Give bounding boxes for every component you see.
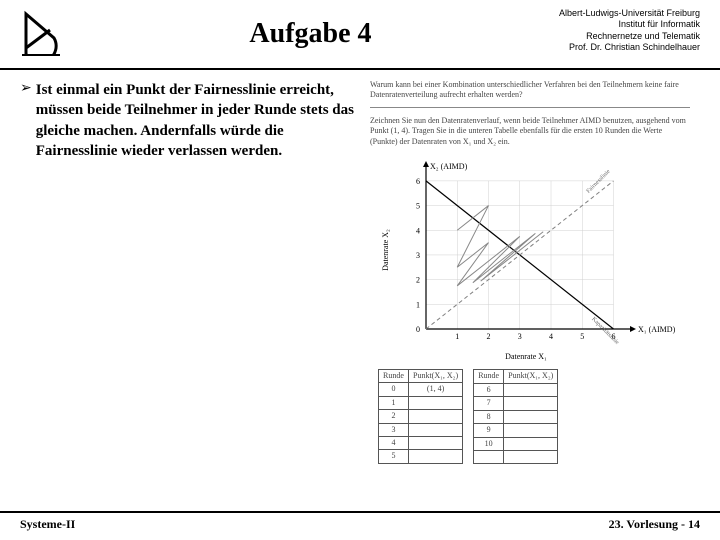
table-cell: [504, 451, 558, 463]
svg-text:4: 4: [416, 226, 420, 235]
affil-line: Institut für Informatik: [559, 19, 700, 30]
question-text-1: Warum kann bei einer Kombination untersc…: [370, 80, 690, 101]
svg-text:2: 2: [416, 276, 420, 285]
table-cell: 7: [474, 397, 504, 411]
svg-text:5: 5: [580, 332, 584, 341]
table-row: 2: [379, 410, 463, 423]
svg-text:2: 2: [487, 332, 491, 341]
table-cell: [409, 423, 463, 436]
table-row: 10: [474, 437, 558, 451]
table-row: 0(1, 4): [379, 383, 463, 396]
bullet-item: ➢ Ist einmal ein Punkt der Fairnesslinie…: [20, 80, 360, 161]
table-cell: 5: [379, 450, 409, 463]
table-row: [474, 451, 558, 463]
table-cell: 3: [379, 423, 409, 436]
chevron-right-icon: ➢: [20, 80, 32, 98]
question-text-2: Zeichnen Sie nun den Datenratenverlauf, …: [370, 116, 690, 147]
svg-text:Kapazitätslinie: Kapazitätslinie: [590, 316, 620, 346]
table-cell: 8: [474, 410, 504, 424]
table-header: Punkt(X₁, X₂): [409, 369, 463, 382]
svg-text:1: 1: [416, 300, 420, 309]
svg-text:6: 6: [416, 177, 420, 186]
affil-line: Albert-Ludwigs-Universität Freiburg: [559, 8, 700, 19]
table-row: 5: [379, 450, 463, 463]
table-row: 7: [474, 397, 558, 411]
table-cell: [409, 436, 463, 449]
uni-logo: [20, 8, 62, 56]
svg-text:0: 0: [416, 325, 420, 334]
title-wrap: Aufgabe 4: [62, 8, 559, 50]
svg-text:3: 3: [416, 251, 420, 260]
table-cell: [409, 396, 463, 409]
table-cell: 1: [379, 396, 409, 409]
table-header: Runde: [474, 369, 504, 383]
table-cell: 2: [379, 410, 409, 423]
table-cell: 0: [379, 383, 409, 396]
table-cell: [409, 410, 463, 423]
affiliation: Albert-Ludwigs-Universität Freiburg Inst…: [559, 8, 700, 53]
table-cell: 6: [474, 383, 504, 397]
header: Aufgabe 4 Albert-Ludwigs-Universität Fre…: [0, 0, 720, 70]
footer-left: Systeme-II: [20, 517, 75, 532]
table-row: 6: [474, 383, 558, 397]
table-row: 3: [379, 423, 463, 436]
svg-text:X₁ (AIMD): X₁ (AIMD): [638, 325, 676, 334]
table-row: 4: [379, 436, 463, 449]
table-header: Runde: [379, 369, 409, 382]
bullet-text: Ist einmal ein Punkt der Fairnesslinie e…: [36, 80, 360, 161]
svg-text:Datenrate X₁: Datenrate X₁: [505, 352, 547, 361]
affil-line: Prof. Dr. Christian Schindelhauer: [559, 42, 700, 53]
table-cell: 9: [474, 424, 504, 438]
right-column: Warum kann bei einer Kombination untersc…: [370, 80, 690, 464]
svg-text:Fairnesslinie: Fairnesslinie: [586, 168, 612, 194]
table-cell: 4: [379, 436, 409, 449]
affil-line: Rechnernetze und Telematik: [559, 31, 700, 42]
table-row: 8: [474, 410, 558, 424]
table-cell: [504, 437, 558, 451]
content: ➢ Ist einmal ein Punkt der Fairnesslinie…: [0, 70, 720, 464]
table-header: Punkt(X₁, X₂): [504, 369, 558, 383]
table-cell: [474, 451, 504, 463]
svg-text:1: 1: [455, 332, 459, 341]
table-cell: [504, 383, 558, 397]
data-table-right: RundePunkt(X₁, X₂)678910: [473, 369, 558, 464]
table-row: 9: [474, 424, 558, 438]
table-cell: [504, 410, 558, 424]
left-column: ➢ Ist einmal ein Punkt der Fairnesslinie…: [20, 80, 360, 464]
footer-right: 23. Vorlesung - 14: [609, 517, 700, 532]
table-cell: [409, 450, 463, 463]
aimd-chart: 0112233445566FairnesslinieKapazitätslini…: [376, 153, 676, 363]
table-cell: [504, 424, 558, 438]
table-cell: (1, 4): [409, 383, 463, 396]
divider: [370, 107, 690, 108]
table-cell: 10: [474, 437, 504, 451]
page-title: Aufgabe 4: [62, 18, 559, 50]
svg-text:5: 5: [416, 202, 420, 211]
svg-text:X₂ (AIMD): X₂ (AIMD): [430, 162, 468, 171]
footer: Systeme-II 23. Vorlesung - 14: [0, 511, 720, 532]
tables-wrap: RundePunkt(X₁, X₂)0(1, 4)12345 RundePunk…: [370, 369, 690, 464]
svg-text:3: 3: [518, 332, 522, 341]
svg-text:4: 4: [549, 332, 553, 341]
table-row: 1: [379, 396, 463, 409]
table-cell: [504, 397, 558, 411]
svg-text:Datenrate X₂: Datenrate X₂: [381, 229, 390, 271]
data-table-left: RundePunkt(X₁, X₂)0(1, 4)12345: [378, 369, 463, 464]
